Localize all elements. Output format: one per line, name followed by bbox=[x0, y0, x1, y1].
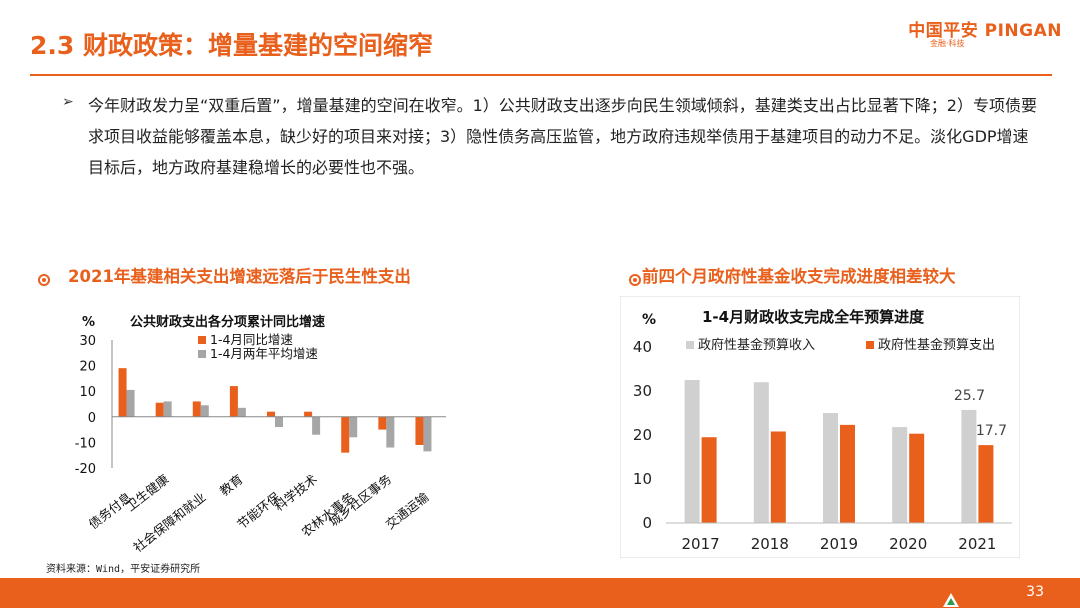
bar-yoy bbox=[192, 401, 201, 417]
y-tick-label: 30 bbox=[79, 334, 96, 349]
pingan-logo: 中国平安 PINGAN 金融·科技 bbox=[902, 16, 1062, 56]
y-tick-label: 10 bbox=[79, 385, 96, 400]
right-chart-section-title: 前四个月政府性基金收支完成进度相差较大 bbox=[642, 267, 956, 286]
bar-yoy bbox=[118, 368, 127, 417]
left-chart-section-title: 2021年基建相关支出增速远落后于民生性支出 bbox=[68, 267, 411, 286]
x-tick-label: 节能环保 bbox=[234, 489, 283, 532]
bar-yoy bbox=[304, 411, 313, 417]
bar-two-year-avg bbox=[275, 416, 283, 428]
bar-fund-expenditure bbox=[770, 431, 786, 523]
logo-subtext: 金融·科技 bbox=[930, 39, 965, 48]
chart-title: 公共财政支出各分项累计同比增速 bbox=[130, 314, 325, 330]
bar-yoy bbox=[267, 411, 275, 417]
bar-fund-revenue bbox=[961, 409, 977, 523]
x-tick-label: 债务付息 bbox=[86, 489, 135, 532]
y-axis-unit-label: % bbox=[82, 315, 95, 330]
logo-text: 中国平安 PINGAN bbox=[908, 21, 1062, 41]
bar-two-year-avg bbox=[163, 401, 172, 417]
y-tick-label: -20 bbox=[75, 462, 96, 477]
bar-fund-revenue bbox=[892, 427, 908, 523]
bar-yoy bbox=[229, 386, 238, 417]
chart-title: 1-4月财政收支完成全年预算进度 bbox=[702, 308, 925, 326]
target-icon bbox=[629, 273, 642, 286]
legend-swatch bbox=[198, 350, 206, 358]
bar-fund-expenditure bbox=[978, 445, 994, 523]
y-tick-label: 0 bbox=[88, 411, 96, 426]
bar-two-year-avg bbox=[200, 405, 209, 417]
bar-fund-revenue bbox=[823, 413, 838, 523]
page-title: 2.3 财政政策：增量基建的空间缩窄 bbox=[30, 31, 433, 60]
x-tick-label: 卫生健康 bbox=[123, 471, 172, 514]
bar-two-year-avg bbox=[237, 407, 246, 417]
y-tick-label: 20 bbox=[79, 360, 96, 375]
legend-swatch bbox=[866, 341, 874, 349]
x-tick-label: 交通运输 bbox=[383, 489, 432, 532]
legend-label: 1-4月两年平均增速 bbox=[210, 346, 318, 361]
bar-two-year-avg bbox=[423, 416, 432, 452]
bar-two-year-avg bbox=[126, 389, 135, 417]
bullet-arrow-icon: ➢ bbox=[62, 94, 74, 110]
y-tick-label: 10 bbox=[633, 470, 652, 488]
bar-yoy bbox=[415, 416, 424, 445]
bar-two-year-avg bbox=[349, 416, 358, 438]
target-icon bbox=[38, 273, 50, 286]
legend-label: 政府性基金预算支出 bbox=[878, 337, 995, 353]
bar-fund-expenditure bbox=[701, 437, 717, 523]
budget-progress-chart: 1-4月财政收支完成全年预算进度% 40 30 20 10 0 2017 2018 2019 20… bbox=[620, 296, 1020, 558]
spending-growth-chart: 公共财政支出各分项累计同比增速%3020100-10-20债务付息卫生健康社会保… bbox=[75, 314, 446, 555]
data-label: 17.7 bbox=[976, 423, 1007, 439]
bar-two-year-avg bbox=[312, 416, 321, 435]
footer-bar bbox=[0, 578, 1080, 608]
bullet-paragraph: 今年财政发力呈“双重后置”，增量基建的空间在收窄。1）公共财政支出逐步向民生领域… bbox=[88, 96, 1037, 177]
page-number: 33 bbox=[1026, 584, 1044, 600]
bar-yoy bbox=[155, 402, 164, 417]
header-divider bbox=[30, 74, 1052, 76]
x-tick-label: 2021 bbox=[958, 535, 996, 553]
bar-fund-expenditure bbox=[840, 424, 855, 523]
x-tick-label: 2018 bbox=[751, 535, 789, 553]
y-tick-label: -10 bbox=[75, 436, 96, 451]
legend-label: 1-4月同比增速 bbox=[210, 332, 293, 347]
x-tick-label: 2020 bbox=[889, 535, 927, 553]
y-tick-label: 20 bbox=[633, 426, 652, 444]
legend-swatch bbox=[686, 341, 694, 349]
data-label: 25.7 bbox=[954, 388, 985, 404]
bar-yoy bbox=[341, 416, 350, 453]
bar-fund-expenditure bbox=[909, 433, 925, 523]
x-tick-label: 教育 bbox=[217, 471, 246, 498]
y-tick-label: 0 bbox=[642, 514, 652, 532]
legend-swatch bbox=[198, 336, 206, 344]
y-tick-label: 40 bbox=[633, 338, 652, 356]
footer-logo-icon bbox=[943, 593, 959, 607]
bar-two-year-avg bbox=[386, 416, 395, 448]
chart-frame bbox=[620, 296, 1020, 558]
y-tick-label: 30 bbox=[633, 382, 652, 400]
legend-label: 政府性基金预算收入 bbox=[698, 337, 815, 353]
x-tick-label: 2017 bbox=[682, 535, 720, 553]
source-note: 资料来源：Wind，平安证券研究所 bbox=[46, 564, 201, 575]
bar-fund-revenue bbox=[753, 382, 769, 523]
x-tick-label: 2019 bbox=[820, 535, 858, 553]
x-tick-label: 科学技术 bbox=[271, 471, 320, 514]
y-axis-unit-label: % bbox=[642, 312, 656, 328]
bar-yoy bbox=[378, 416, 387, 430]
bar-fund-revenue bbox=[684, 380, 700, 523]
